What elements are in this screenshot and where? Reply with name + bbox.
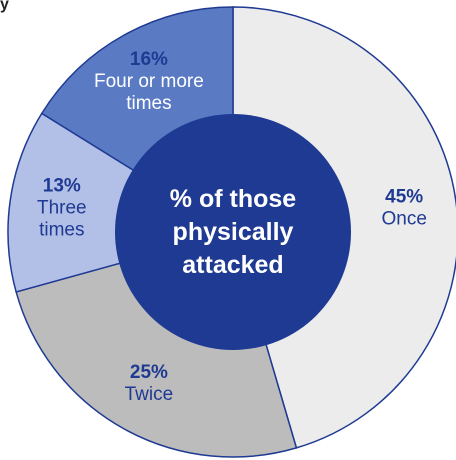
slice-category-label: times (39, 219, 84, 240)
slice-category-label: Once (381, 208, 426, 229)
slice-category-label: Four or more (94, 71, 204, 92)
slice-percent-label: 16% (130, 49, 168, 70)
clipped-title-fragment: y (0, 0, 9, 13)
slice-category-label: Twice (125, 384, 174, 405)
slice-label-group: 25% Twice (125, 362, 174, 405)
slice-label-group: 45% Once (381, 186, 426, 229)
slice-label-group: 16% Four or more times (94, 49, 204, 114)
slice-category-label: Three (37, 197, 87, 218)
slice-label-group: 13% Three times (37, 175, 87, 240)
center-label-line: physically (173, 218, 294, 246)
slice-percent-label: 45% (385, 186, 423, 207)
slice-percent-label: 25% (130, 362, 168, 383)
center-disc (115, 114, 351, 350)
slice-percent-label: 13% (43, 175, 81, 196)
center-label-line: attacked (182, 251, 283, 279)
center-label-line: % of those (170, 185, 296, 213)
slice-category-label: times (126, 93, 171, 114)
center-label: % of those physically attacked (170, 185, 296, 279)
